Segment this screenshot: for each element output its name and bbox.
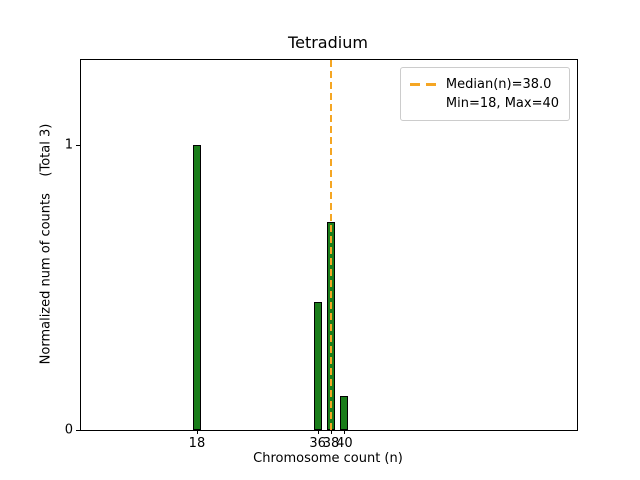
x-tick-mark [344, 430, 346, 434]
plot-area: 18 36 38 40 0 1 Median(n)=38.0 Min=18, Max=40 [65, 59, 578, 451]
x-tick-mark [317, 430, 319, 434]
bar-x36 [313, 301, 322, 430]
legend-row-minmax: Min=18, Max=40 [410, 94, 559, 113]
y-tick-label: 0 [64, 422, 73, 438]
x-tick-label: 36 [309, 436, 326, 451]
x-axis-label: Chromosome count (n) [253, 451, 403, 466]
legend-label-median: Median(n)=38.0 [445, 77, 552, 92]
x-tick-label: 18 [188, 436, 206, 451]
median-line [330, 60, 332, 430]
bar-x18 [192, 145, 201, 430]
y-tick-label: 1 [64, 137, 73, 153]
x-tick-label: 40 [336, 436, 353, 451]
y-tick-mark [76, 430, 80, 431]
x-tick-mark [196, 430, 198, 434]
y-axis-label: Normalized num of counts (Total 3) [38, 123, 54, 365]
chart-title: Tetradium [288, 33, 368, 52]
median-line-legend-sample-icon [409, 83, 438, 86]
legend-row-median: Median(n)=38.0 [409, 75, 559, 94]
legend-label-minmax: Min=18, Max=40 [445, 96, 559, 111]
y-tick-mark [76, 145, 80, 147]
legend-sample-spacer [410, 102, 438, 105]
legend: Median(n)=38.0 Min=18, Max=40 [399, 67, 570, 121]
bar-x40 [340, 395, 349, 430]
x-tick-label: 38 [322, 436, 340, 451]
x-tick-mark [331, 430, 332, 434]
